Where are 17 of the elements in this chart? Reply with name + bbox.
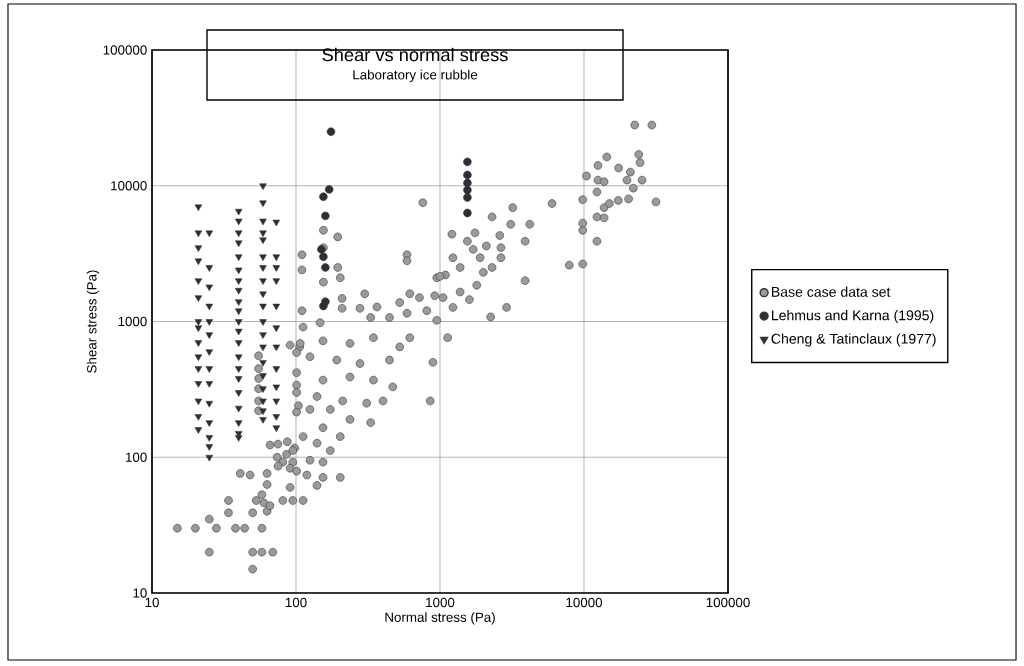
y-tick-label: 10 [133,588,147,598]
x-tick-label: 10 [145,597,159,608]
y-tick-label: 100000 [103,45,147,55]
legend-label: Base case data set [772,286,891,297]
x-tick-label: 100000 [706,597,750,608]
y-axis-title: Shear stress (Pa) [86,270,100,373]
y-tick-label: 100 [126,452,147,462]
legend-label: Cheng & Tatinclaux (1977) [771,333,936,347]
x-tick-label: 1000 [426,597,455,608]
x-tick-label: 10000 [566,597,603,608]
x-axis-title: Normal stress (Pa) [385,612,495,625]
legend-label: Lehmus and Karna (1995) [772,309,934,324]
x-tick-label: 100 [285,597,307,608]
chart-title: Shear vs normal stress [322,47,508,62]
text: Laboratory ice rubble [353,69,478,83]
y-tick-label: 10000 [111,181,147,191]
y-tick-label: 1000 [118,316,147,327]
